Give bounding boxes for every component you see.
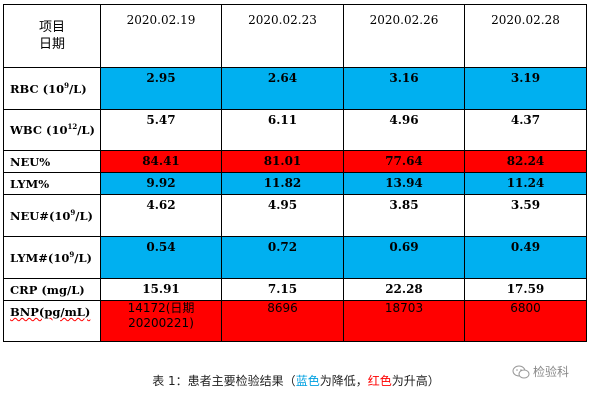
cell-neu-abs-4: 3.59 xyxy=(464,194,587,237)
row-label-neu-abs: NEU#(109/L) xyxy=(3,194,101,237)
cell-rbc-3: 3.16 xyxy=(343,67,465,110)
cell-neu-pct-3: 77.64 xyxy=(343,150,465,173)
caption-mid: 为降低， xyxy=(319,374,368,388)
row-label-bnp: BNP(pg/mL) xyxy=(3,300,101,342)
wechat-logo-icon xyxy=(512,365,530,378)
row-label-lym-abs: LYM#(109/L) xyxy=(3,236,101,279)
caption-blue-word: 蓝色 xyxy=(295,374,320,388)
row-label-rbc: RBC (109/L) xyxy=(3,67,101,110)
watermark: 检验科 xyxy=(512,363,569,380)
lab-results-table: 项目 日期 2020.02.19 2020.02.23 2020.02.26 2… xyxy=(3,4,587,342)
header-row: 项目 日期 2020.02.19 2020.02.23 2020.02.26 2… xyxy=(3,4,587,68)
cell-lym-abs-4: 0.49 xyxy=(464,236,587,279)
row-label-crp: CRP (mg/L) xyxy=(3,278,101,301)
header-date-2: 2020.02.23 xyxy=(221,4,344,68)
header-label-item: 项目 xyxy=(38,20,65,35)
cell-neu-pct-4: 82.24 xyxy=(464,150,587,173)
cell-rbc-2: 2.64 xyxy=(221,67,344,110)
table-row-rbc: RBC (109/L) 2.95 2.64 3.16 3.19 xyxy=(3,67,587,110)
cell-bnp-1: 14172(日期 20200221) xyxy=(100,300,222,342)
header-label-date: 日期 xyxy=(38,37,65,52)
header-date-1: 2020.02.19 xyxy=(100,4,222,68)
cell-lym-pct-3: 13.94 xyxy=(343,172,465,195)
cell-lym-abs-1: 0.54 xyxy=(100,236,222,279)
cell-crp-2: 7.15 xyxy=(221,278,344,301)
cell-lym-pct-1: 9.92 xyxy=(100,172,222,195)
cell-bnp-1-line2: 20200221) xyxy=(128,316,194,330)
table-row-wbc: WBC (1012/L) 5.47 6.11 4.96 4.37 xyxy=(3,109,587,151)
cell-bnp-3: 18703 xyxy=(343,300,465,342)
cell-neu-abs-1: 4.62 xyxy=(100,194,222,237)
cell-neu-pct-2: 81.01 xyxy=(221,150,344,173)
table-row-neu-abs: NEU#(109/L) 4.62 4.95 3.85 3.59 xyxy=(3,194,587,237)
table-row-lym-abs: LYM#(109/L) 0.54 0.72 0.69 0.49 xyxy=(3,236,587,279)
header-date-3: 2020.02.26 xyxy=(343,4,465,68)
caption-suffix: 为升高） xyxy=(391,374,440,388)
cell-rbc-4: 3.19 xyxy=(464,67,587,110)
cell-wbc-3: 4.96 xyxy=(343,109,465,151)
row-label-neu-pct: NEU% xyxy=(3,150,101,173)
header-date-4: 2020.02.28 xyxy=(464,4,587,68)
cell-neu-abs-2: 4.95 xyxy=(221,194,344,237)
cell-neu-abs-3: 3.85 xyxy=(343,194,465,237)
cell-wbc-1: 5.47 xyxy=(100,109,222,151)
cell-bnp-2: 8696 xyxy=(221,300,344,342)
table-row-neu-pct: NEU% 84.41 81.01 77.64 82.24 xyxy=(3,150,587,173)
table-caption: 表 1：患者主要检验结果（蓝色为降低，红色为升高） xyxy=(0,372,592,389)
cell-bnp-1-line1: 14172(日期 xyxy=(127,301,195,315)
cell-wbc-2: 6.11 xyxy=(221,109,344,151)
cell-bnp-4: 6800 xyxy=(464,300,587,342)
cell-lym-abs-3: 0.69 xyxy=(343,236,465,279)
caption-red-word: 红色 xyxy=(367,374,392,388)
cell-lym-pct-4: 11.24 xyxy=(464,172,587,195)
cell-crp-3: 22.28 xyxy=(343,278,465,301)
cell-crp-1: 15.91 xyxy=(100,278,222,301)
header-label-cell: 项目 日期 xyxy=(3,4,101,68)
caption-prefix: 表 1：患者主要检验结果（ xyxy=(152,374,296,388)
cell-crp-4: 17.59 xyxy=(464,278,587,301)
table-row-crp: CRP (mg/L) 15.91 7.15 22.28 17.59 xyxy=(3,278,587,301)
cell-wbc-4: 4.37 xyxy=(464,109,587,151)
cell-neu-pct-1: 84.41 xyxy=(100,150,222,173)
row-label-wbc: WBC (1012/L) xyxy=(3,109,101,151)
cell-lym-abs-2: 0.72 xyxy=(221,236,344,279)
cell-lym-pct-2: 11.82 xyxy=(221,172,344,195)
table-row-bnp: BNP(pg/mL) 14172(日期 20200221) 8696 18703… xyxy=(3,300,587,342)
row-label-lym-pct: LYM% xyxy=(3,172,101,195)
cell-rbc-1: 2.95 xyxy=(100,67,222,110)
watermark-text: 检验科 xyxy=(533,365,570,379)
table-row-lym-pct: LYM% 9.92 11.82 13.94 11.24 xyxy=(3,172,587,195)
